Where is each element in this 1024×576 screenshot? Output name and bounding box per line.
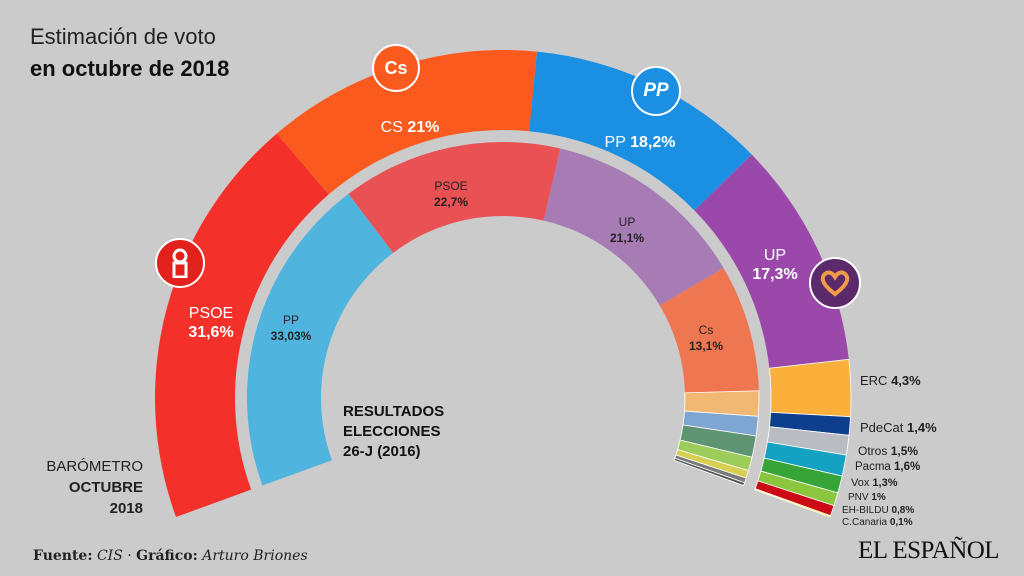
- inner-segment-psoe: [348, 142, 561, 253]
- psoe-rose-icon: [155, 238, 205, 288]
- label-pp-outer: PP 18,2%: [604, 134, 676, 151]
- inner-segment-other-10: [673, 457, 746, 487]
- outer-segment-c-canaria: [754, 488, 831, 518]
- outer-segment-up: [694, 154, 849, 369]
- label-pacma: Pacma 1,6%: [855, 461, 921, 473]
- label-up-inner: UP 21,1%: [609, 215, 645, 245]
- heart-icon: [809, 257, 861, 309]
- label-cs-inner: Cs 13,1%: [688, 323, 724, 353]
- outer-segment-cs: [276, 50, 537, 195]
- footer-source: Fuente: CIS · Gráfico: Arturo Briones: [33, 548, 308, 564]
- label-erc: ERC 4,3%: [860, 373, 921, 388]
- title-line-1: Estimación de voto: [30, 24, 216, 49]
- title-line-2: en octubre de 2018: [30, 56, 230, 81]
- label-psoe-outer: PSOE 31,6%: [188, 305, 234, 341]
- label-psoe-inner: PSOE 22,7%: [433, 179, 469, 209]
- outer-segment-pp: [529, 51, 752, 211]
- inner-segment-cs: [659, 268, 759, 393]
- label-otros: Otros 1,5%: [858, 444, 919, 458]
- outer-segment-erc: [768, 358, 852, 418]
- label-pnv: PNV 1%: [848, 492, 886, 503]
- label-pdecat: PdeCat 1,4%: [860, 420, 937, 435]
- inner-segment-pp: [247, 193, 394, 486]
- inner-segment-up: [543, 148, 724, 306]
- cs-logo-icon: Cs: [372, 44, 420, 92]
- label-cs-outer: CS 21%: [380, 119, 440, 136]
- outer-segment-psoe: [154, 133, 329, 518]
- label-up-outer: UP 17,3%: [752, 247, 798, 283]
- label-vox: Vox 1,3%: [851, 477, 898, 489]
- pp-logo-icon: PP: [631, 66, 681, 116]
- outer-ring-caption: BARÓMETRO OCTUBRE 2018: [46, 458, 143, 517]
- label-eh-bildu: EH-BILDU 0,8%: [842, 505, 915, 516]
- label-c-canaria: C.Canaria 0,1%: [842, 517, 913, 528]
- inner-ring-caption: RESULTADOS ELECCIONES 26-J (2016): [343, 403, 445, 460]
- label-pp-inner: PP 33,03%: [270, 313, 312, 343]
- el-espanol-logo: EL ESPAÑOL: [858, 537, 1000, 564]
